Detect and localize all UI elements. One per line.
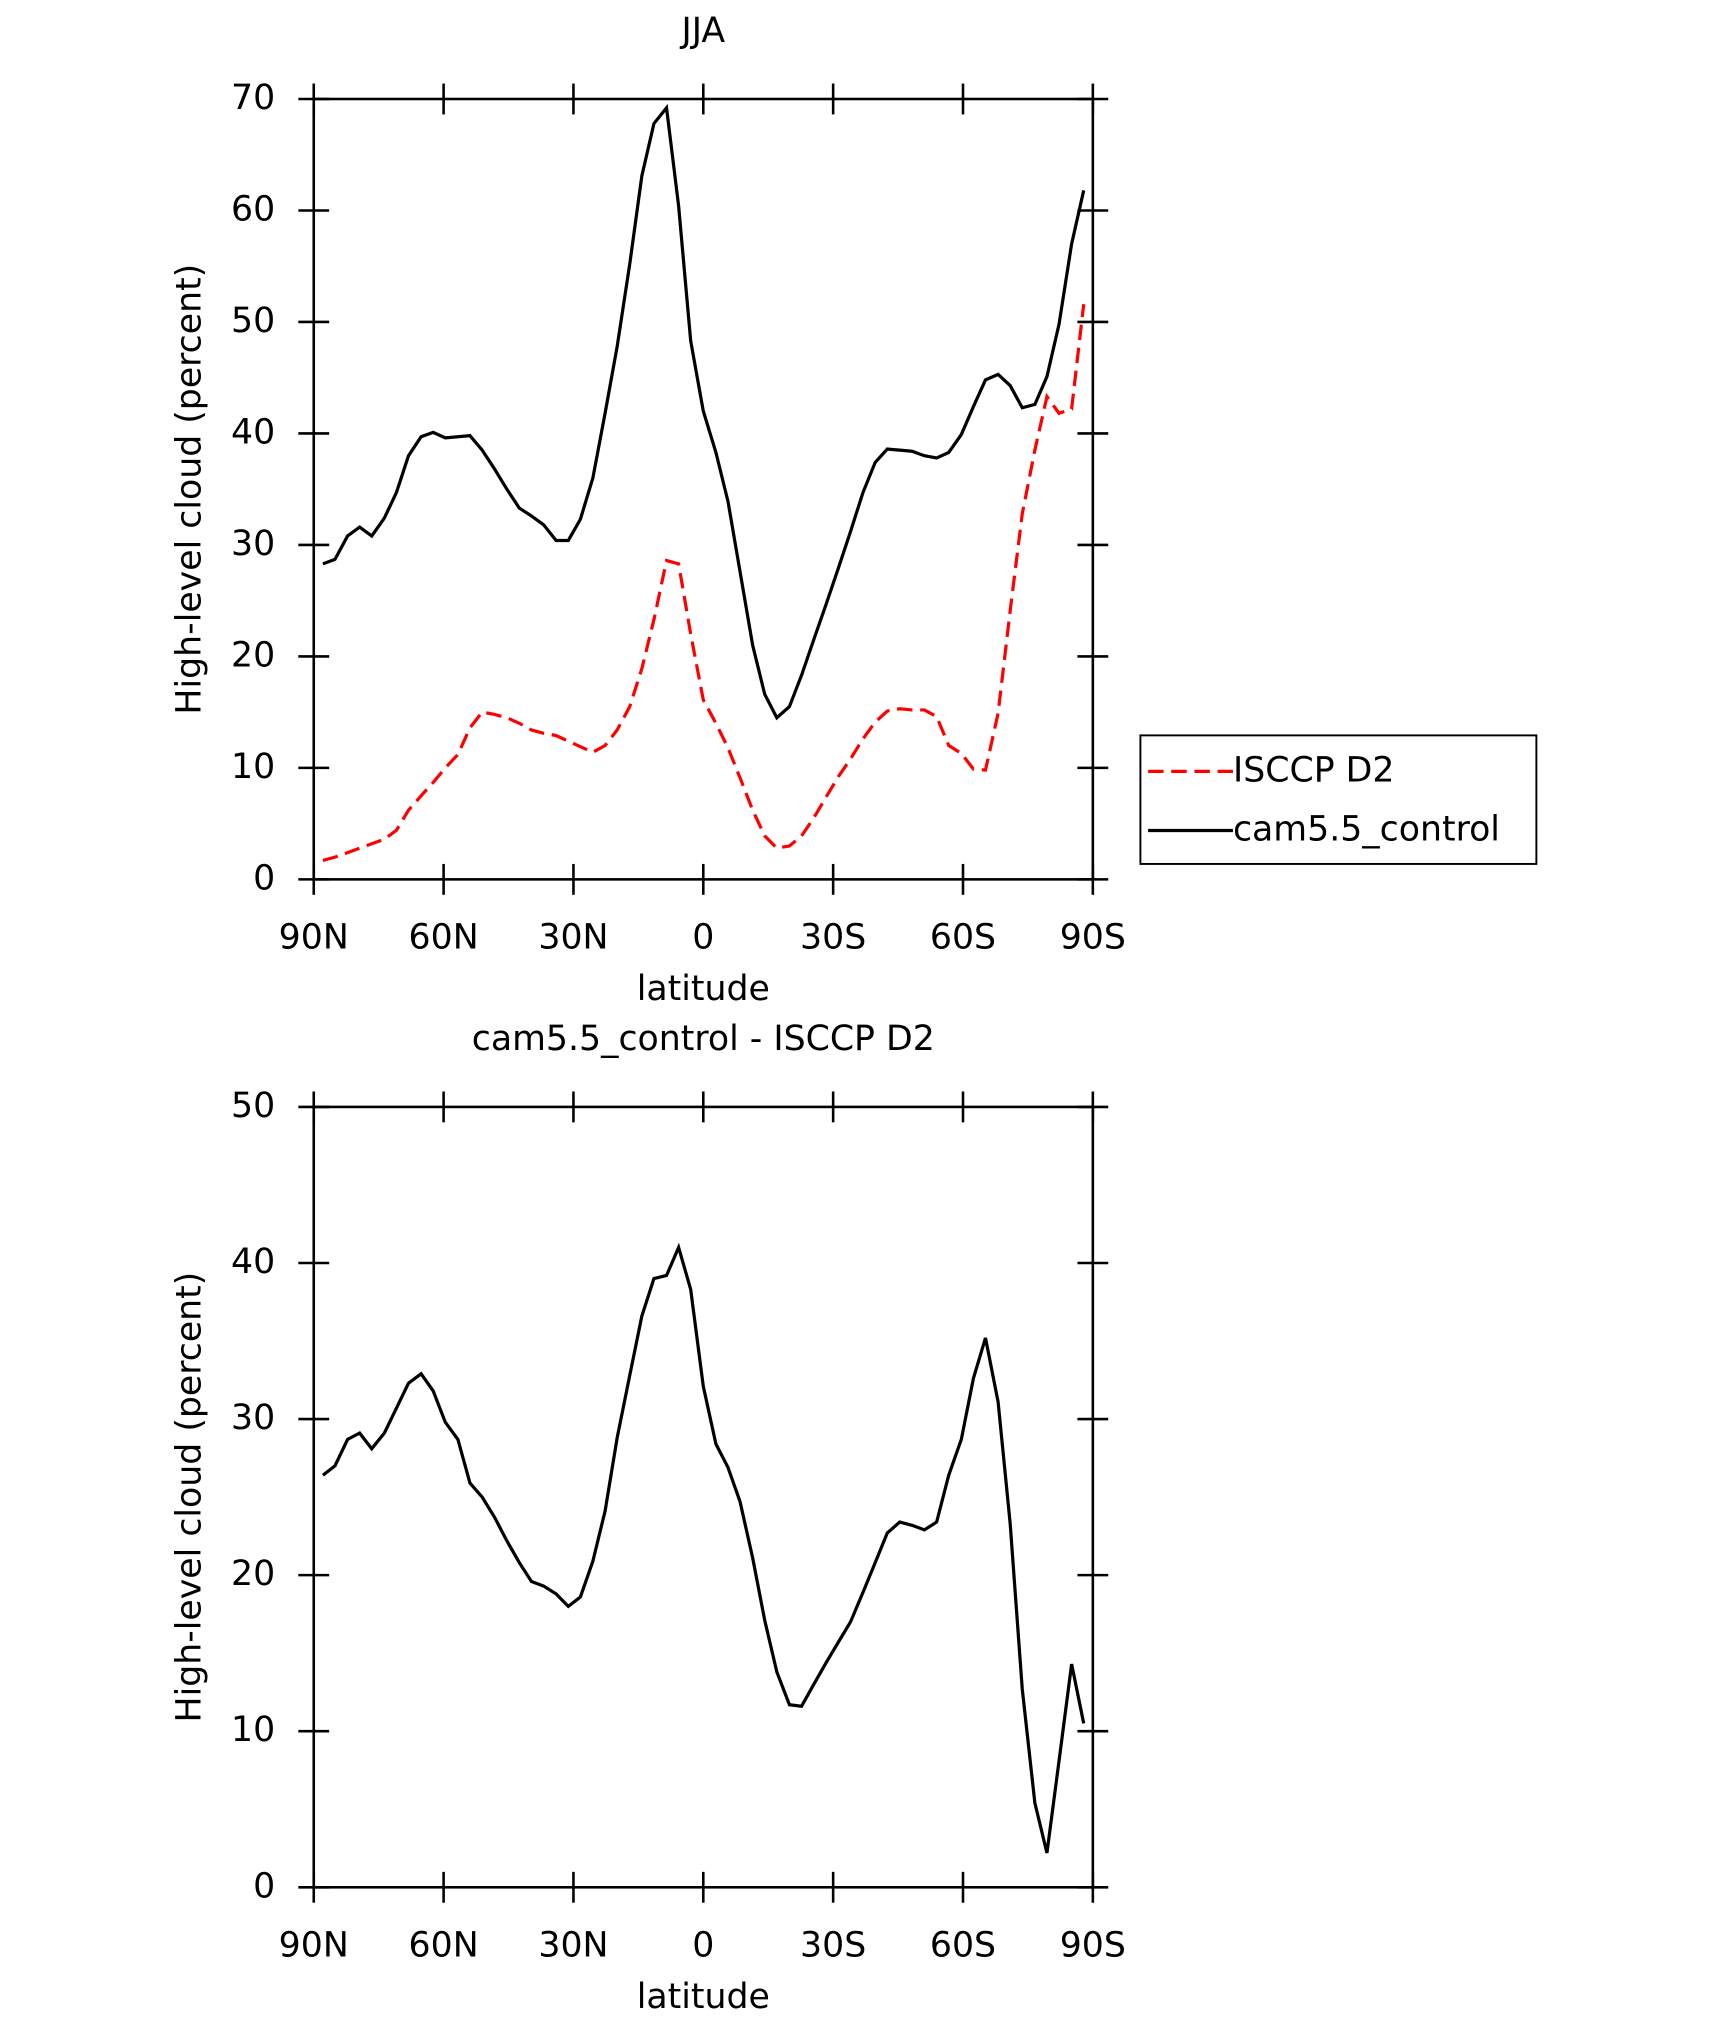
y-tick-label: 0 — [253, 858, 275, 898]
legend-box — [1139, 734, 1538, 865]
data-line — [321, 1242, 1086, 1854]
data-line — [322, 103, 1086, 721]
y-tick-label: 0 — [253, 1866, 275, 1906]
plot-frame — [312, 97, 1095, 881]
legend-label: cam5.5_control — [1233, 810, 1500, 850]
y-tick-label: 50 — [231, 1086, 275, 1126]
plot-frame — [312, 1105, 1095, 1889]
y-tick-label: 40 — [231, 412, 275, 452]
x-tick-label: 30N — [538, 918, 608, 958]
y-axis-label: High-level cloud (percent) — [169, 264, 209, 715]
x-tick-label: 30N — [538, 1925, 608, 1965]
x-tick-label: 0 — [692, 1925, 714, 1965]
x-tick-label: 30S — [800, 918, 866, 958]
y-tick-label: 30 — [231, 524, 275, 564]
x-tick-label: 90N — [279, 918, 349, 958]
y-tick-label: 20 — [231, 1554, 275, 1594]
y-axis-label: High-level cloud (percent) — [169, 1272, 209, 1723]
x-tick-label: 90N — [279, 1925, 349, 1965]
x-axis-label: latitude — [637, 1977, 770, 2017]
y-tick-label: 50 — [231, 301, 275, 341]
x-tick-label: 60S — [930, 1925, 996, 1965]
x-tick-label: 0 — [692, 918, 714, 958]
y-tick-label: 70 — [231, 78, 275, 118]
y-tick-label: 60 — [231, 189, 275, 229]
x-tick-label: 90S — [1060, 1925, 1126, 1965]
x-tick-label: 30S — [800, 1925, 866, 1965]
x-tick-label: 60N — [409, 918, 479, 958]
y-tick-label: 20 — [231, 635, 275, 675]
x-tick-label: 90S — [1060, 918, 1126, 958]
y-tick-label: 40 — [231, 1242, 275, 1282]
data-line — [322, 303, 1086, 863]
x-tick-label: 60N — [409, 1925, 479, 1965]
x-axis-label: latitude — [637, 969, 770, 1009]
x-tick-label: 60S — [930, 918, 996, 958]
y-tick-label: 30 — [231, 1398, 275, 1438]
chart-title: cam5.5_control - ISCCP D2 — [472, 1019, 935, 1059]
legend-label: ISCCP D2 — [1233, 750, 1395, 790]
chart-title: JJA — [679, 11, 725, 51]
y-tick-label: 10 — [231, 1710, 275, 1750]
y-tick-label: 10 — [231, 747, 275, 787]
